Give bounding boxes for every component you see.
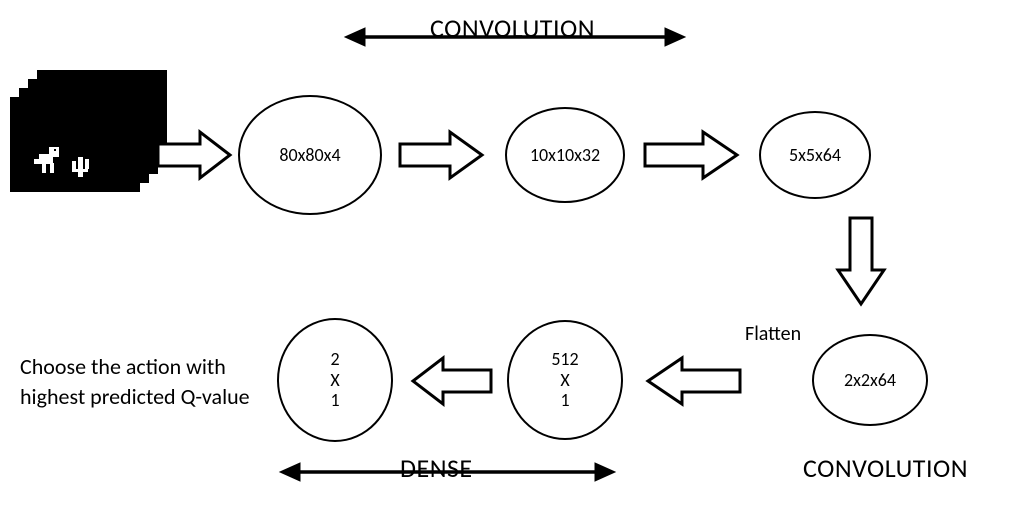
arrow-n2-to-n3 xyxy=(645,130,737,180)
arrow-frames-to-n1 xyxy=(158,130,230,180)
node-10x10x32: 10x10x32 xyxy=(505,107,625,203)
node-5x5x64: 5x5x64 xyxy=(759,111,871,199)
node-2x2x64: 2x2x64 xyxy=(812,334,928,426)
arrow-n1-to-n2 xyxy=(400,130,482,180)
dino-game-icon xyxy=(12,99,142,194)
arrow-n3-to-n4 xyxy=(836,218,886,304)
node-2x1: 2 X 1 xyxy=(277,318,393,442)
arrow-n4-to-n5 xyxy=(648,356,740,406)
node-label: 10x10x32 xyxy=(530,145,600,166)
node-label: 2 X 1 xyxy=(330,349,339,411)
output-line-2: highest predicted Q-value xyxy=(20,383,250,410)
node-512x1: 512 X 1 xyxy=(507,320,623,440)
node-80x80x4: 80x80x4 xyxy=(238,95,382,215)
output-line-1: Choose the action with xyxy=(20,353,226,380)
arrow-n5-to-n6 xyxy=(413,356,491,406)
diagram-stage: { "canvas": { "width": 1028, "height": 5… xyxy=(0,0,1028,509)
node-label: 2x2x64 xyxy=(844,370,896,391)
label-convolution-bottom: CONVOLUTION xyxy=(803,452,968,484)
label-convolution-top: CONVOLUTION xyxy=(430,12,595,44)
input-frames-stack xyxy=(10,70,180,210)
label-flatten: Flatten xyxy=(745,322,801,346)
node-label: 512 X 1 xyxy=(551,349,578,411)
node-label: 80x80x4 xyxy=(279,145,340,166)
node-label: 5x5x64 xyxy=(789,145,841,166)
output-description: Choose the action with highest predicted… xyxy=(20,352,250,411)
label-dense-bottom: DENSE xyxy=(400,452,473,484)
